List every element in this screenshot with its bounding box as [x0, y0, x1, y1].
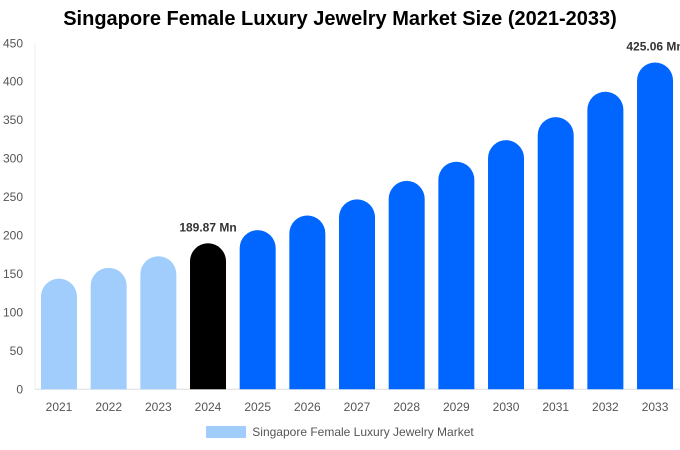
data-label: 189.87 Mn [179, 220, 236, 234]
chart-title: Singapore Female Luxury Jewelry Market S… [63, 8, 617, 30]
bar-2030 [488, 140, 525, 390]
y-tick-label: 50 [10, 344, 24, 358]
bar-2022 [90, 267, 127, 390]
legend-label: Singapore Female Luxury Jewelry Market [252, 425, 474, 439]
y-tick-label: 0 [16, 382, 23, 396]
x-tick-label: 2026 [294, 400, 321, 414]
y-tick-label: 300 [3, 152, 23, 166]
bar-2021 [41, 278, 77, 390]
y-tick-label: 200 [3, 229, 23, 243]
y-tick-label: 400 [3, 75, 23, 89]
bar-2027 [339, 199, 376, 390]
bar-2033 [637, 62, 674, 390]
bar-2032 [587, 91, 624, 390]
data-label: 425.06 Mn [626, 39, 680, 53]
bar-2023 [140, 256, 177, 390]
x-tick-label: 2029 [443, 400, 470, 414]
bar-2029 [438, 161, 475, 390]
x-tick-label: 2030 [493, 400, 520, 414]
y-tick-label: 150 [3, 267, 23, 281]
x-tick-label: 2022 [95, 400, 122, 414]
bar-2028 [388, 180, 425, 390]
x-tick-label: 2028 [393, 400, 420, 414]
bar-2025 [239, 230, 276, 390]
bar-2024 [190, 243, 227, 390]
x-tick-label: 2021 [46, 400, 73, 414]
x-tick-label: 2032 [592, 400, 619, 414]
bar-2026 [289, 215, 326, 390]
x-tick-label: 2023 [145, 400, 172, 414]
y-tick-label: 450 [3, 36, 23, 50]
x-tick-label: 2027 [344, 400, 371, 414]
y-tick-label: 350 [3, 113, 23, 127]
y-tick-label: 250 [3, 190, 23, 204]
x-tick-label: 2024 [195, 400, 222, 414]
x-tick-label: 2025 [244, 400, 271, 414]
x-tick-label: 2033 [642, 400, 669, 414]
bar-2031 [537, 117, 574, 390]
legend-swatch [206, 426, 247, 438]
y-tick-label: 100 [3, 305, 23, 319]
legend: Singapore Female Luxury Jewelry Market [0, 425, 680, 439]
x-tick-label: 2031 [542, 400, 569, 414]
